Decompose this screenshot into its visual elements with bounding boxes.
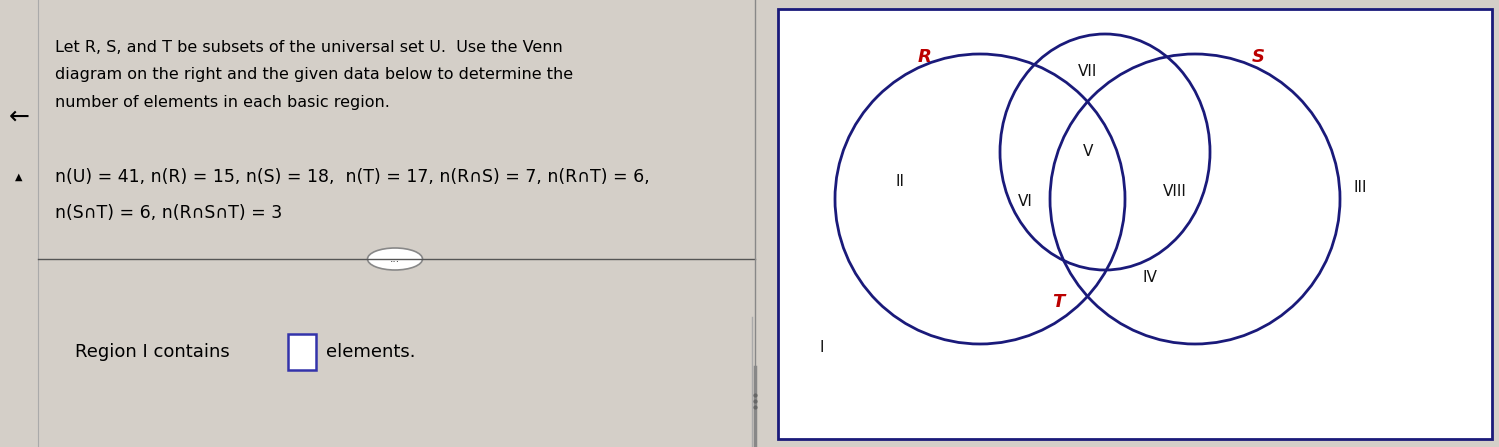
Text: n(U) = 41, n(R) = 15, n(S) = 18,  n(T) = 17, n(R∩S) = 7, n(R∩T) = 6,: n(U) = 41, n(R) = 15, n(S) = 18, n(T) = …	[55, 168, 649, 186]
Text: ...: ...	[390, 254, 400, 264]
Ellipse shape	[367, 248, 423, 270]
Text: R: R	[917, 48, 932, 66]
Text: V: V	[1082, 144, 1093, 160]
Bar	[778, 9, 1492, 439]
Text: diagram on the right and the given data below to determine the: diagram on the right and the given data …	[55, 67, 573, 83]
Text: S: S	[1252, 48, 1265, 66]
Text: n(S∩T) = 6, n(R∩S∩T) = 3: n(S∩T) = 6, n(R∩S∩T) = 3	[55, 204, 282, 222]
Text: VIII: VIII	[1163, 185, 1187, 199]
Text: I: I	[820, 340, 824, 354]
Text: VI: VI	[1018, 194, 1033, 210]
Text: IV: IV	[1142, 270, 1157, 284]
Text: II: II	[895, 174, 904, 190]
Text: elements.: elements.	[325, 343, 415, 361]
Text: Region I contains: Region I contains	[75, 343, 229, 361]
Text: ←: ←	[9, 105, 30, 129]
Text: VII: VII	[1078, 64, 1097, 80]
FancyBboxPatch shape	[288, 334, 316, 370]
Text: ▲: ▲	[15, 172, 22, 182]
Text: Let R, S, and T be subsets of the universal set U.  Use the Venn: Let R, S, and T be subsets of the univer…	[55, 39, 562, 55]
Text: number of elements in each basic region.: number of elements in each basic region.	[55, 96, 390, 110]
Text: T: T	[1052, 293, 1064, 311]
Text: III: III	[1354, 180, 1367, 194]
